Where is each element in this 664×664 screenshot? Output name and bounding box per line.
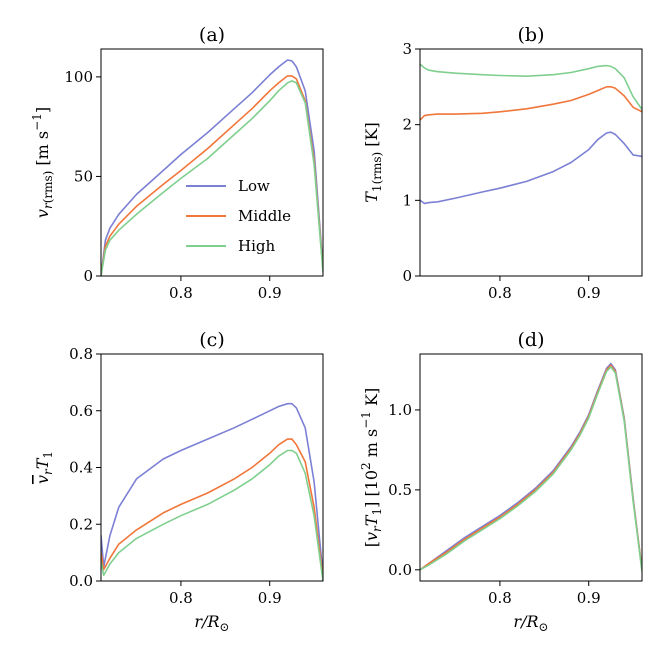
legend-label-middle: Middle [238, 207, 291, 225]
series-d-low [420, 362, 642, 571]
legend-label-low: Low [238, 177, 270, 195]
x-tick-label-a-1: 0.9 [258, 284, 282, 302]
plot-frame-b [419, 48, 643, 277]
series-a-low [101, 59, 323, 276]
y-axis-label-c: vrT1 [33, 451, 55, 484]
panel-b: 0.8 0.9 0 1 2 3 (b) T1(rms) [K] [362, 24, 643, 302]
panel-title-d: (d) [518, 329, 545, 351]
panel-title-b: (b) [518, 24, 545, 46]
plot-frame-d [419, 353, 643, 582]
y-tick-label-b-2: 2 [402, 116, 412, 134]
y-axis-label-d: [vrT1] [102 m s−1 K] [359, 388, 384, 547]
x-tick-label-b-0: 0.8 [488, 284, 512, 302]
series-b-low [420, 131, 642, 205]
y-tick-label-d-1: 0.5 [388, 481, 412, 499]
y-tick-label-c-4: 0.8 [69, 345, 93, 363]
panel-title-a: (a) [199, 24, 225, 46]
series-b-middle [420, 86, 642, 121]
y-axis-label-a: vr(rms) [m s−1] [30, 107, 55, 218]
series-c-high [101, 449, 323, 581]
y-tick-label-d-0: 0.0 [388, 561, 412, 579]
series-d-middle [420, 364, 642, 571]
y-tick-label-b-3: 3 [402, 40, 412, 58]
series-c-middle [101, 438, 323, 580]
y-tick-label-c-3: 0.6 [69, 402, 93, 420]
y-tick-label-b-0: 0 [402, 267, 412, 285]
panel-a: 0.8 0.9 0 50 100 (a) vr(rms) [m s−1] Low Middle H… [30, 24, 324, 302]
y-axis-label-b: T1(rms) [K] [362, 122, 384, 202]
y-tick-label-b-1: 1 [402, 191, 412, 209]
panel-d: 0.8 0.9 0.0 0.5 1.0 (d) [vrT1] [102 m s−1 K] r/… [359, 329, 643, 634]
x-tick-label-a-0: 0.8 [169, 284, 193, 302]
y-tick-label-a-0: 0 [83, 267, 93, 285]
y-tick-label-a-1: 50 [74, 167, 93, 185]
x-axis-label-d: r/R⊙ [513, 612, 548, 634]
panel-c: 0.8 0.9 0.0 0.2 0.4 0.6 0.8 (c) vrT1 r/R⊙ [33, 329, 324, 634]
x-tick-label-c-1: 0.9 [258, 589, 282, 607]
y-tick-label-c-1: 0.2 [69, 515, 93, 533]
x-tick-label-c-0: 0.8 [169, 589, 193, 607]
y-tick-label-c-2: 0.4 [69, 459, 93, 477]
series-b-high [420, 63, 642, 111]
x-tick-label-d-0: 0.8 [488, 589, 512, 607]
plot-frame-c [100, 353, 324, 582]
y-tick-label-d-2: 1.0 [388, 401, 412, 419]
x-axis-label-c: r/R⊙ [194, 612, 229, 634]
panel-title-c: (c) [199, 329, 224, 351]
y-tick-label-c-0: 0.0 [69, 572, 93, 590]
series-c-low [101, 402, 323, 577]
x-tick-label-d-1: 0.9 [577, 589, 601, 607]
series-a-middle [101, 75, 323, 276]
legend-a: Low Middle High [186, 177, 291, 255]
y-tick-label-a-2: 100 [64, 68, 93, 86]
series-d-high [420, 365, 642, 573]
x-tick-label-b-1: 0.9 [577, 284, 601, 302]
series-a-high [101, 80, 323, 276]
plot-frame-a [100, 48, 324, 277]
legend-label-high: High [238, 237, 275, 255]
